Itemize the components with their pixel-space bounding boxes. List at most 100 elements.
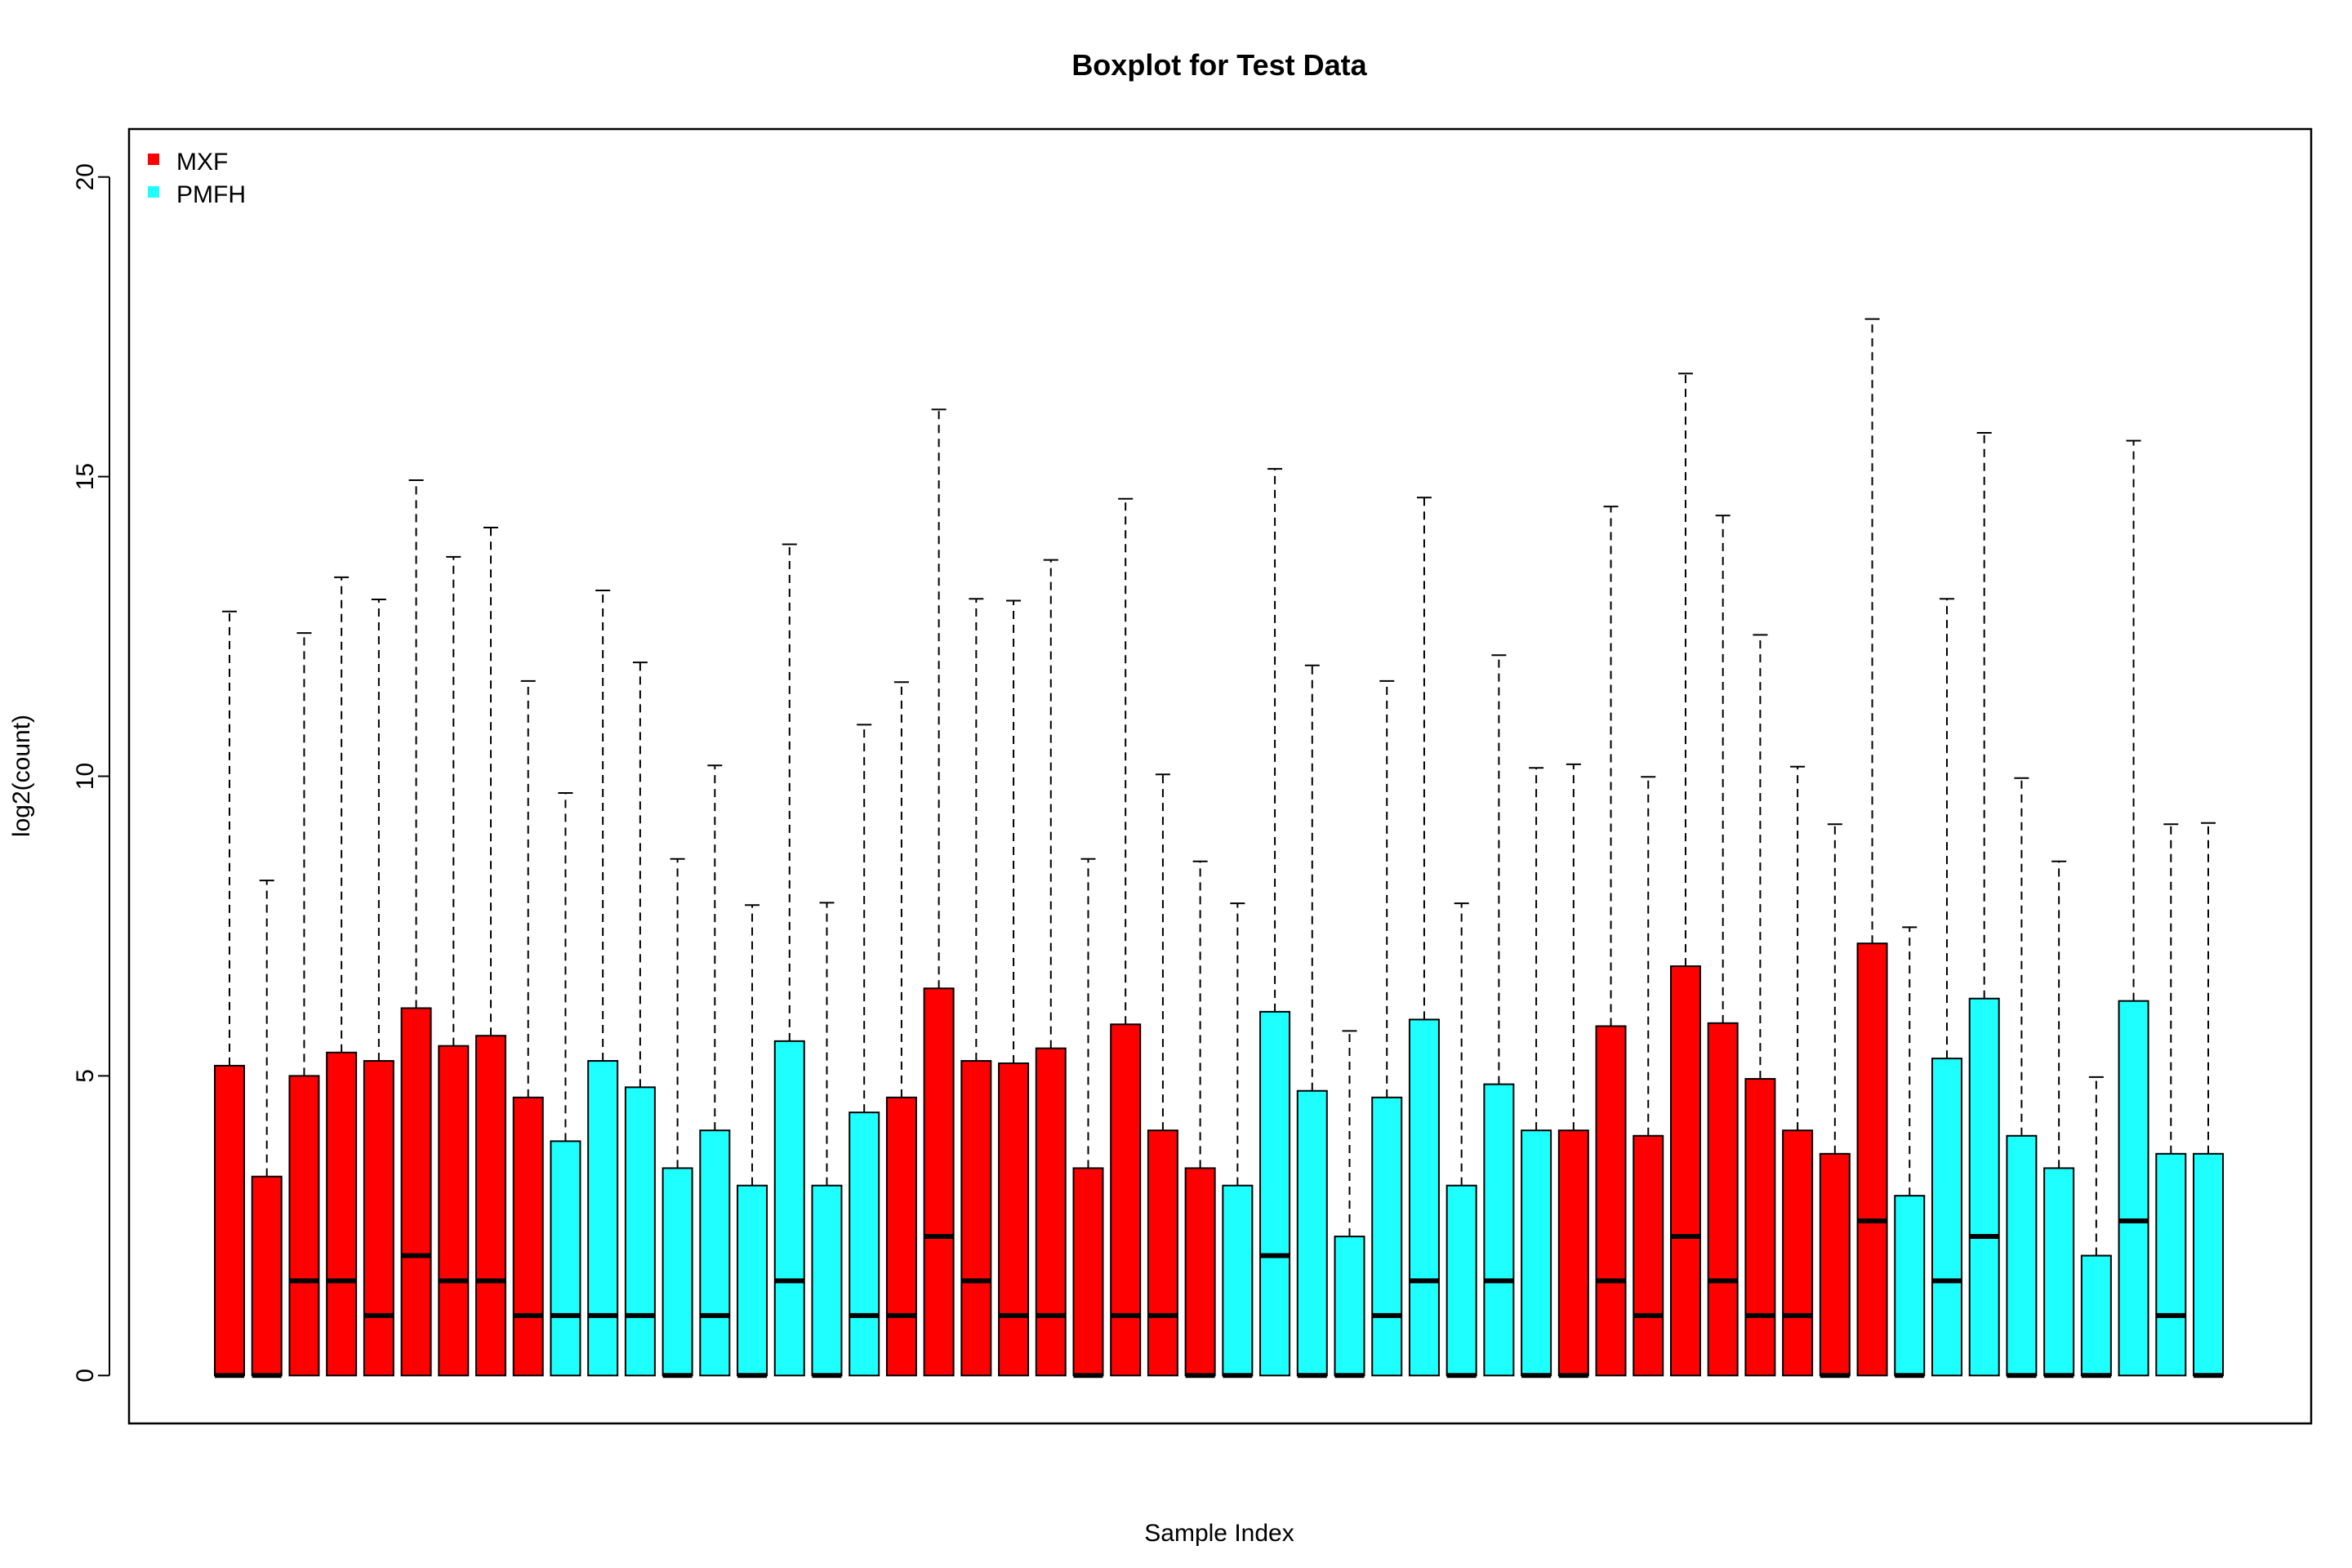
box-3 (288, 632, 320, 1377)
box-8 (475, 526, 507, 1377)
box-12 (624, 662, 656, 1377)
plot-area-frame (127, 127, 2313, 1425)
box-body (1072, 1167, 1104, 1377)
box-body (1408, 1018, 1440, 1377)
box-body (1633, 1134, 1664, 1377)
y-tick-label: 5 (72, 1069, 99, 1083)
box-body (1595, 1025, 1627, 1377)
box-body (400, 1007, 432, 1377)
box-38 (1595, 506, 1627, 1377)
box-15 (737, 904, 768, 1379)
box-53 (2155, 823, 2187, 1377)
box-body (1483, 1083, 1515, 1377)
box-7 (438, 555, 470, 1377)
x-axis-label: Sample Index (1144, 1520, 1294, 1547)
box-body (1744, 1078, 1776, 1377)
box-23 (1035, 559, 1067, 1377)
box-10 (550, 792, 581, 1377)
box-body (550, 1140, 581, 1377)
box-body (1968, 997, 2000, 1377)
box-body (1446, 1184, 1477, 1377)
legend-swatch-pmfh (148, 186, 159, 198)
box-47 (1931, 598, 1962, 1377)
box-body (1334, 1236, 1365, 1377)
y-tick-label: 15 (72, 463, 99, 490)
box-20 (923, 408, 955, 1377)
box-41 (1707, 514, 1739, 1377)
box-19 (885, 681, 917, 1377)
box-40 (1669, 372, 1701, 1377)
box-33 (1408, 497, 1440, 1377)
box-body (1259, 1010, 1291, 1377)
box-body (1819, 1152, 1851, 1377)
box-17 (811, 902, 843, 1379)
box-body (2043, 1167, 2075, 1377)
box-body (1110, 1023, 1142, 1377)
box-body (512, 1096, 544, 1377)
box-body (2118, 1000, 2149, 1377)
box-body (849, 1111, 880, 1377)
box-46 (1894, 926, 1926, 1379)
box-21 (960, 598, 992, 1377)
box-48 (1968, 432, 2000, 1377)
box-16 (773, 543, 805, 1377)
box-body (2193, 1152, 2224, 1377)
box-29 (1259, 468, 1291, 1377)
box-18 (849, 724, 880, 1377)
box-32 (1371, 679, 1403, 1377)
box-1 (214, 610, 245, 1379)
box-27 (1184, 860, 1216, 1379)
box-body (1147, 1129, 1178, 1377)
box-body (1931, 1058, 1962, 1377)
box-body (624, 1086, 656, 1377)
box-54 (2193, 822, 2224, 1379)
box-body (811, 1184, 843, 1377)
box-5 (363, 599, 394, 1377)
box-body (737, 1184, 768, 1377)
box-body (662, 1167, 693, 1377)
box-49 (2006, 777, 2038, 1379)
box-34 (1446, 902, 1477, 1379)
box-51 (2080, 1076, 2112, 1379)
box-28 (1222, 902, 1254, 1379)
box-body (587, 1060, 619, 1377)
box-body (1296, 1089, 1328, 1377)
box-45 (1856, 318, 1888, 1377)
box-body (1184, 1167, 1216, 1377)
box-body (1035, 1047, 1067, 1377)
box-body (960, 1060, 992, 1377)
legend-swatch-mxf (148, 154, 159, 165)
box-body (438, 1045, 470, 1377)
box-6 (400, 479, 432, 1377)
box-30 (1296, 664, 1328, 1379)
box-body (1557, 1129, 1589, 1377)
box-26 (1147, 773, 1178, 1377)
box-37 (1557, 763, 1589, 1379)
box-body (363, 1060, 394, 1377)
box-body (475, 1035, 507, 1377)
box-body (998, 1062, 1030, 1377)
box-body (773, 1040, 805, 1377)
box-body (1669, 965, 1701, 1377)
box-series (214, 318, 2224, 1379)
legend-label-mxf: MXF (176, 149, 228, 176)
y-tick-label: 10 (72, 763, 99, 790)
box-2 (251, 880, 283, 1379)
legend: MXF PMFH (148, 149, 246, 208)
box-body (1782, 1129, 1814, 1377)
box-body (1521, 1129, 1552, 1377)
box-body (1371, 1096, 1403, 1377)
box-body (326, 1051, 358, 1377)
box-31 (1334, 1030, 1365, 1379)
box-42 (1744, 634, 1776, 1377)
box-body (214, 1064, 245, 1377)
box-4 (326, 576, 358, 1377)
box-body (1894, 1195, 1926, 1377)
box-25 (1110, 497, 1142, 1377)
legend-label-pmfh: PMFH (176, 181, 246, 208)
box-13 (662, 858, 693, 1379)
box-39 (1633, 776, 1664, 1377)
y-axis-label: log2(count) (8, 715, 35, 837)
box-body (1222, 1184, 1254, 1377)
